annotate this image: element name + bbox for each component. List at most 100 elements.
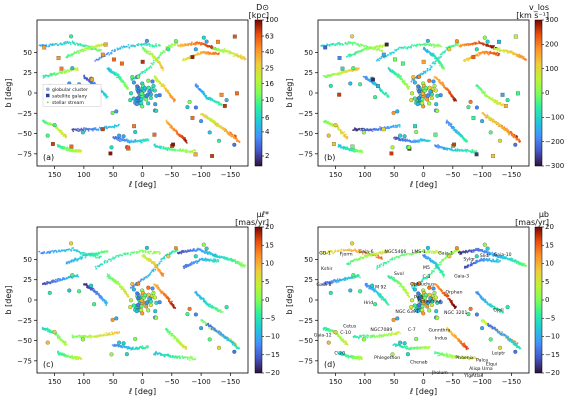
stream-point (363, 44, 365, 47)
stream-point (153, 62, 155, 64)
globular-cluster (348, 81, 353, 86)
stream-point (234, 258, 237, 261)
stream-point (115, 72, 117, 74)
stream-point (152, 59, 155, 62)
stream-point (65, 71, 68, 74)
stream-point (94, 127, 97, 129)
stream-point (69, 41, 72, 44)
stream-point (115, 254, 118, 257)
stream-point (129, 253, 132, 256)
stream-point (452, 149, 454, 152)
y-axis-label: b [deg] (4, 79, 13, 108)
stream-point (173, 127, 176, 130)
globular-cluster (423, 85, 428, 91)
stream-point (145, 43, 148, 45)
stream-point (343, 131, 346, 134)
globular-cluster (409, 91, 415, 96)
stream-point (454, 148, 457, 151)
globular-cluster (136, 74, 141, 79)
x-tick-label: −150 (502, 171, 521, 179)
stream-point (145, 68, 148, 70)
stream-point (218, 101, 221, 104)
stream-point (443, 67, 445, 69)
colorbar-tick-label: 16 (265, 80, 274, 88)
stream-point (154, 268, 157, 271)
globular-cluster (466, 105, 471, 110)
stream-point (55, 43, 58, 45)
globular-cluster (427, 78, 432, 83)
x-tick-label: −150 (221, 171, 240, 179)
stream-point (121, 78, 123, 81)
stream-point (193, 248, 196, 251)
globular-cluster (144, 97, 149, 102)
globular-cluster (416, 96, 421, 101)
stream-point (225, 130, 228, 133)
globular-cluster (199, 119, 204, 124)
stream-point (161, 51, 164, 54)
stream-point (147, 50, 150, 52)
satellite-galaxy (350, 144, 355, 149)
stream-point (190, 263, 193, 266)
satellite-galaxy (140, 59, 145, 64)
stream-point (110, 52, 113, 54)
stellar-stream-1 (65, 42, 108, 59)
stream-point (95, 267, 98, 270)
stream-point (170, 252, 173, 255)
stream-point (134, 45, 137, 47)
stream-point (429, 64, 432, 67)
stream-point (207, 51, 210, 54)
stream-point (150, 66, 153, 69)
stream-point (194, 150, 197, 152)
stream-point (44, 74, 47, 77)
satellite-galaxy (413, 124, 418, 129)
stream-point (105, 304, 107, 307)
stream-point (501, 103, 504, 105)
panel-label: (b) (324, 153, 335, 162)
stream-point (393, 51, 395, 54)
globular-cluster (130, 75, 135, 80)
stream-point (163, 84, 166, 87)
stream-point (56, 280, 59, 283)
satellite-galaxy (323, 45, 328, 50)
stream-point (388, 126, 391, 129)
colorbar-tick-label: 63 (265, 32, 274, 40)
stream-point (452, 126, 455, 129)
stream-point (106, 260, 109, 262)
stream-point (78, 52, 80, 54)
satellite-galaxy (389, 151, 394, 156)
stream-point (387, 95, 390, 98)
legend-marker (46, 93, 50, 98)
stream-point (76, 68, 79, 71)
satellite-galaxy (219, 92, 224, 97)
stream-point (346, 137, 348, 140)
stream-point (462, 149, 465, 152)
globular-cluster (135, 84, 140, 89)
globular-cluster (148, 95, 153, 101)
stream-point (96, 252, 98, 255)
stream-point (360, 129, 362, 132)
stream-point (137, 42, 140, 45)
stream-point (142, 43, 145, 45)
stream-point (114, 256, 117, 259)
stream-point (173, 100, 175, 103)
globular-cluster (425, 97, 430, 102)
stream-point (137, 44, 140, 47)
colorbar-tick-label: 25 (265, 64, 274, 72)
stream-point (212, 261, 215, 263)
satellite-galaxy (421, 59, 426, 64)
stream-point (165, 119, 168, 122)
stream-point (105, 94, 108, 97)
stream-point (525, 59, 527, 61)
globular-cluster (128, 98, 133, 103)
stream-point (167, 148, 170, 150)
globular-cluster (207, 130, 212, 135)
stream-point (222, 50, 224, 53)
stream-point (113, 126, 116, 128)
stream-point (160, 146, 163, 149)
satellite-galaxy (381, 127, 386, 132)
globular-cluster (146, 78, 151, 83)
y-tick-label: 25 (23, 69, 32, 77)
